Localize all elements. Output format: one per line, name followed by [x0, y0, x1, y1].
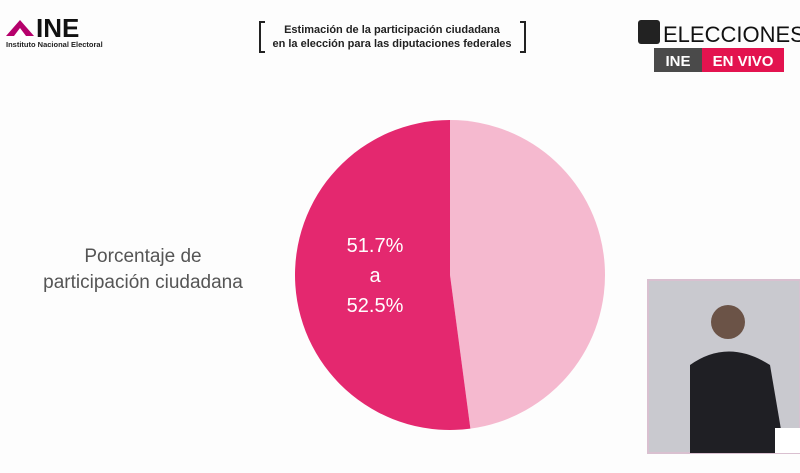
- bracket: [259, 21, 265, 53]
- brand-word: ELECCIONES: [663, 22, 800, 47]
- title: en la elección para las diputaciones fed…: [272, 38, 511, 50]
- chart-label: Porcentaje de: [84, 246, 201, 267]
- brand-icon: [638, 20, 660, 44]
- logo-mark-inner: [14, 28, 26, 36]
- badge: [654, 48, 702, 72]
- bracket: [520, 21, 526, 53]
- badge-text: INE: [665, 53, 690, 70]
- badge-text: EN VIVO: [713, 53, 774, 70]
- slice-label: 52.5%: [347, 295, 404, 317]
- person-body: [690, 351, 785, 453]
- pie-slice: [294, 120, 471, 431]
- brand: ELECCIONES2021: [663, 22, 800, 47]
- channel-logo: [775, 428, 800, 453]
- title: Estimación de la participación ciudadana: [284, 24, 501, 36]
- badge: [702, 48, 784, 72]
- chart-label: participación ciudadana: [43, 272, 243, 293]
- person-head: [711, 305, 745, 339]
- logo-text: INE: [36, 13, 79, 43]
- logo-subtitle: Instituto Nacional Electoral: [6, 40, 103, 49]
- pie-slice: [450, 120, 605, 429]
- pie: 51.7% a 52.5%: [294, 120, 605, 431]
- slice-label: 51.7%: [347, 235, 404, 257]
- slice-label: a: [369, 265, 381, 287]
